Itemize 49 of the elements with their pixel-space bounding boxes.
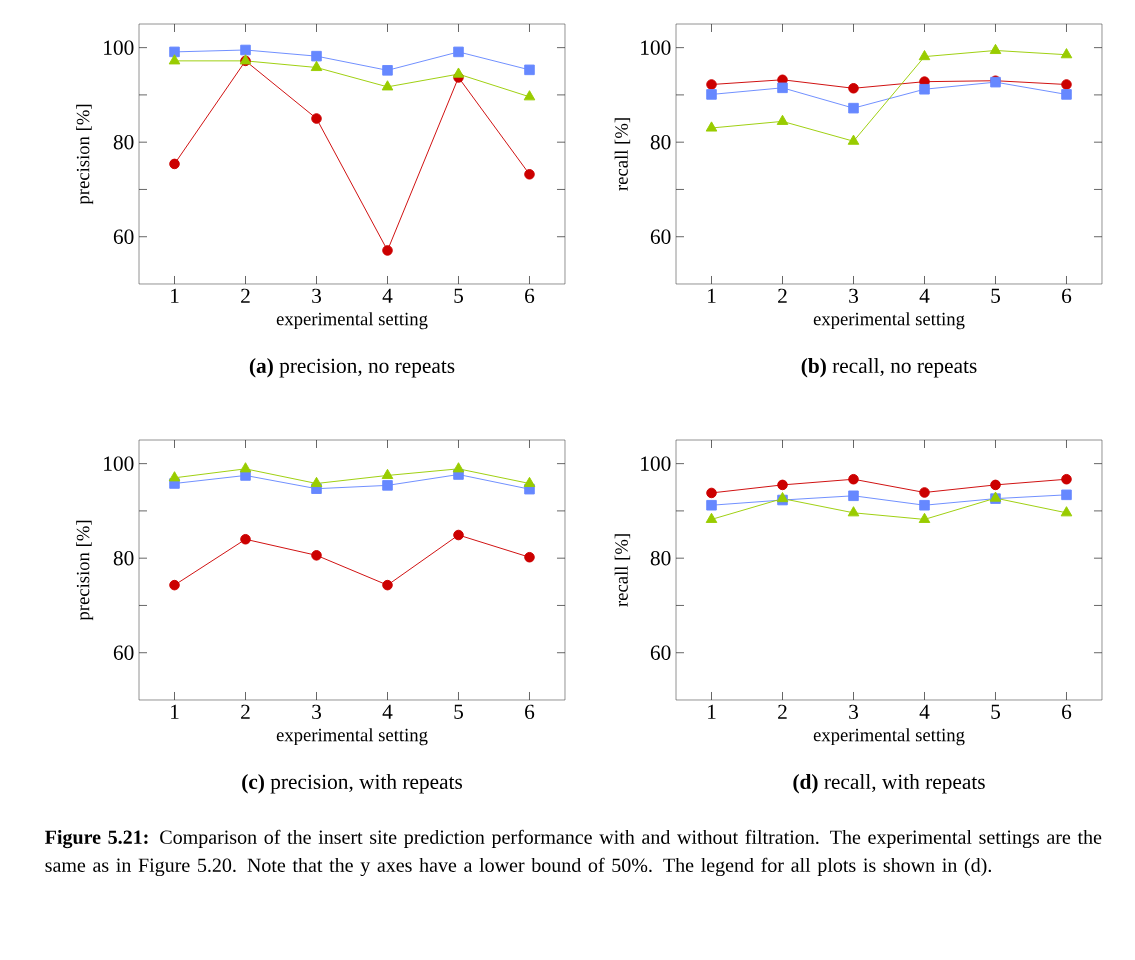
x-tick-label: 2 <box>241 704 250 719</box>
text: (d) recall, with repeats <box>793 774 985 794</box>
y-axis-title: recall [%] <box>614 118 631 191</box>
x-tick-label: 6 <box>525 288 535 304</box>
x-tick-label: 6 <box>1062 288 1072 304</box>
x-tick-label: 5 <box>454 704 463 719</box>
y-axis-title: precision [%] <box>76 104 94 205</box>
y-tick-label: 60 <box>113 645 134 660</box>
x-axis-title: experimental setting <box>813 312 965 330</box>
x-tick-label: 1 <box>171 288 179 303</box>
x-axis-title: experimental setting <box>276 312 428 330</box>
y-tick-label: 80 <box>113 550 134 566</box>
x-tick-label: 4 <box>382 704 393 719</box>
y-tick-label: 60 <box>113 229 134 244</box>
x-tick-label: 4 <box>382 288 393 303</box>
y-tick-label: 100 <box>641 456 671 471</box>
y-tick-label: 60 <box>650 645 671 660</box>
text: Figure 5.21: Comparison of the insert site prediction performance with and without filtration. The experimental settings are the same as in Figure 5.20. Note that the y axes have a lower bound of 50%. The legend for all plots is shown in (d). <box>45 829 1102 877</box>
y-tick-label: 80 <box>650 134 671 150</box>
x-tick-label: 5 <box>991 704 1000 719</box>
x-tick-label: 2 <box>778 288 787 303</box>
x-tick-label: 6 <box>1062 704 1072 720</box>
text: (c) precision, with repeats <box>242 774 463 794</box>
y-axis-title: recall [%] <box>614 534 631 607</box>
x-tick-label: 2 <box>241 288 250 303</box>
x-axis-title: experimental setting <box>276 728 428 746</box>
y-tick-label: 100 <box>641 40 671 55</box>
x-axis-title: experimental setting <box>813 728 965 746</box>
y-axis-title: precision [%] <box>76 520 94 621</box>
x-tick-label: 2 <box>778 704 787 719</box>
x-tick-label: 3 <box>312 704 321 720</box>
y-tick-label: 80 <box>113 134 134 150</box>
x-tick-label: 6 <box>525 704 535 720</box>
x-tick-label: 3 <box>849 288 858 304</box>
text: (b) recall, no repeats <box>801 358 977 378</box>
x-tick-label: 5 <box>991 288 1000 303</box>
x-tick-label: 1 <box>708 288 716 303</box>
x-tick-label: 5 <box>454 288 463 303</box>
text: (a) precision, no repeats <box>249 358 455 378</box>
x-tick-label: 1 <box>171 704 179 719</box>
y-tick-label: 60 <box>650 229 671 244</box>
y-tick-label: 100 <box>104 40 134 55</box>
y-tick-label: 100 <box>104 456 134 471</box>
x-tick-label: 3 <box>849 704 858 720</box>
x-tick-label: 4 <box>919 288 930 303</box>
x-tick-label: 3 <box>312 288 321 304</box>
y-tick-label: 80 <box>650 550 671 566</box>
x-tick-label: 4 <box>919 704 930 719</box>
x-tick-label: 1 <box>708 704 716 719</box>
